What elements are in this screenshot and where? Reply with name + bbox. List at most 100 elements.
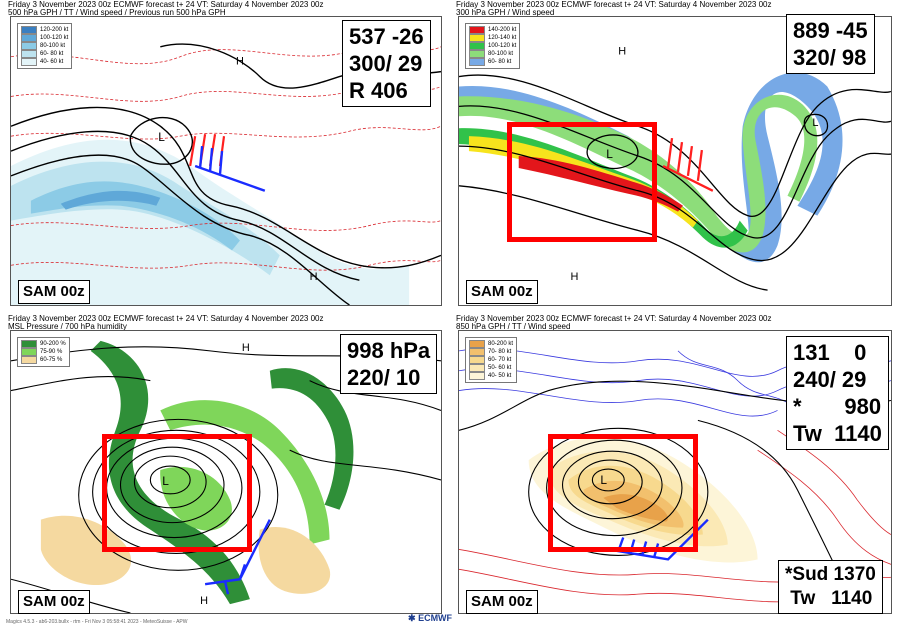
header-line-2: MSL Pressure / 700 hPa humidity [8,322,127,331]
highlight-box [548,434,698,552]
annotation-values: 131 0 240/ 29 * 980 Tw 1140 [786,336,889,450]
legend-humidity: 90-200 % 75-90 % 60-75 % [17,337,70,367]
legend-label: 80-100 kt [488,50,514,57]
panel-300hpa: Friday 3 November 2023 00z ECMWF forecas… [452,0,898,310]
legend-wind-speed: 140-200 kt 120-140 kt 100-120 kt 80-100 … [465,23,521,69]
legend-item: 40- 60 kt [21,58,68,66]
legend-item: 40- 50 kt [469,372,513,380]
legend-item: 60- 80 kt [469,58,516,66]
legend-item: 100-120 kt [469,42,516,50]
legend-swatch [21,58,37,66]
run-label: SAM 00z [466,590,538,614]
panel-header: Friday 3 November 2023 00z ECMWF forecas… [4,314,448,331]
svg-text:L: L [606,147,613,161]
value-line: * 980 [793,394,882,419]
legend-swatch [469,42,485,50]
svg-text:H: H [200,595,208,607]
run-label: SAM 00z [18,590,90,614]
logo-text: ECMWF [418,613,453,623]
legend-swatch [469,372,485,380]
svg-text:H: H [618,46,626,58]
legend-label: 60-75 % [40,356,63,363]
value-line: R 406 [349,78,408,103]
run-label: SAM 00z [466,280,538,304]
header-line-1: Friday 3 November 2023 00z ECMWF forecas… [8,314,324,323]
value-line: 320/ 98 [793,45,867,70]
legend-swatch [469,58,485,66]
map-300hpa: L L H H 140-200 kt 120-140 kt 100-120 kt… [458,16,892,306]
svg-text:H: H [570,271,578,283]
legend-label: 100-120 kt [40,34,69,41]
svg-text:L: L [158,130,165,144]
legend-label: 40- 60 kt [40,58,64,65]
value-line: 998 hPa [347,338,431,363]
legend-swatch [469,26,485,34]
value-line: 300/ 29 [349,51,423,76]
header-line-1: Friday 3 November 2023 00z ECMWF forecas… [8,0,324,9]
annotation-values-bottom: *Sud 1370 Tw 1140 [778,560,883,614]
svg-text:L: L [812,117,818,129]
panel-500hpa: Friday 3 November 2023 00z ECMWF forecas… [4,0,448,310]
legend-label: 40- 50 kt [488,372,512,379]
annotation-values: 889 -45 320/ 98 [786,14,875,74]
panel-header: Friday 3 November 2023 00z ECMWF forecas… [4,0,448,17]
value-line: 537 -26 [349,24,424,49]
legend-label: 80-100 kt [40,42,66,49]
panel-850hpa: Friday 3 November 2023 00z ECMWF forecas… [452,314,898,618]
header-line-1: Friday 3 November 2023 00z ECMWF forecas… [456,314,772,323]
map-300hpa-graphic: L L H H [459,46,891,291]
legend-item: 100-120 kt [21,34,68,42]
legend-item: 60- 80 kt [21,50,68,58]
legend-swatch [21,340,37,348]
legend-item: 120-140 kt [469,34,516,42]
legend-item: 60-75 % [21,356,66,364]
legend-item: 80-100 kt [469,50,516,58]
legend-swatch [21,42,37,50]
legend-label: 70- 80 kt [488,348,512,355]
legend-label: 80-200 kt [488,340,514,347]
header-line-1: Friday 3 November 2023 00z ECMWF forecas… [456,0,772,9]
legend-label: 50- 60 kt [488,364,512,371]
legend-label: 60- 80 kt [488,58,512,65]
legend-label: 120-140 kt [488,34,517,41]
legend-swatch [469,356,485,364]
map-500hpa: L H H 120-200 kt 100-120 kt 80-100 kt 60… [10,16,442,306]
highlight-box [507,122,657,242]
panel-header: Friday 3 November 2023 00z ECMWF forecas… [452,314,898,331]
value-line: 131 0 [793,340,867,365]
ecmwf-logo: ✱ ECMWF [408,613,452,624]
header-line-2: 850 hPa GPH / TT / Wind speed [456,322,571,331]
legend-swatch [469,364,485,372]
legend-swatch [21,50,37,58]
value-line: 240/ 29 [793,367,867,392]
panel-mslp: Friday 3 November 2023 00z ECMWF forecas… [4,314,448,618]
header-line-2: 500 hPa GPH / TT / Wind speed / Previous… [8,8,226,17]
legend-label: 60- 70 kt [488,356,512,363]
annotation-values: 537 -26 300/ 29 R 406 [342,20,431,107]
legend-item: 80-100 kt [21,42,68,50]
svg-text:H: H [236,56,244,68]
legend-swatch [21,34,37,42]
legend-item: 75-90 % [21,348,66,356]
legend-label: 75-90 % [40,348,63,355]
legend-swatch [21,356,37,364]
footer-credit: Magics 4.5.3 - ab6-203.bullx - rtm - Fri… [6,619,188,625]
value-line: 889 -45 [793,18,868,43]
legend-swatch [21,348,37,356]
legend-item: 80-200 kt [469,340,513,348]
legend-item: 90-200 % [21,340,66,348]
panel-header: Friday 3 November 2023 00z ECMWF forecas… [452,0,898,17]
value-line: Tw 1140 [793,421,882,446]
legend-swatch [469,340,485,348]
legend-label: 60- 80 kt [40,50,64,57]
legend-label: 140-200 kt [488,26,517,33]
logo-mark-icon: ✱ [408,613,416,623]
legend-swatch [21,26,37,34]
map-850hpa-graphic: L H [459,348,891,613]
svg-text:L: L [600,473,607,487]
legend-item: 140-200 kt [469,26,516,34]
svg-text:L: L [162,474,169,488]
legend-label: 120-200 kt [40,26,69,33]
legend-item: 120-200 kt [21,26,68,34]
legend-swatch [469,34,485,42]
